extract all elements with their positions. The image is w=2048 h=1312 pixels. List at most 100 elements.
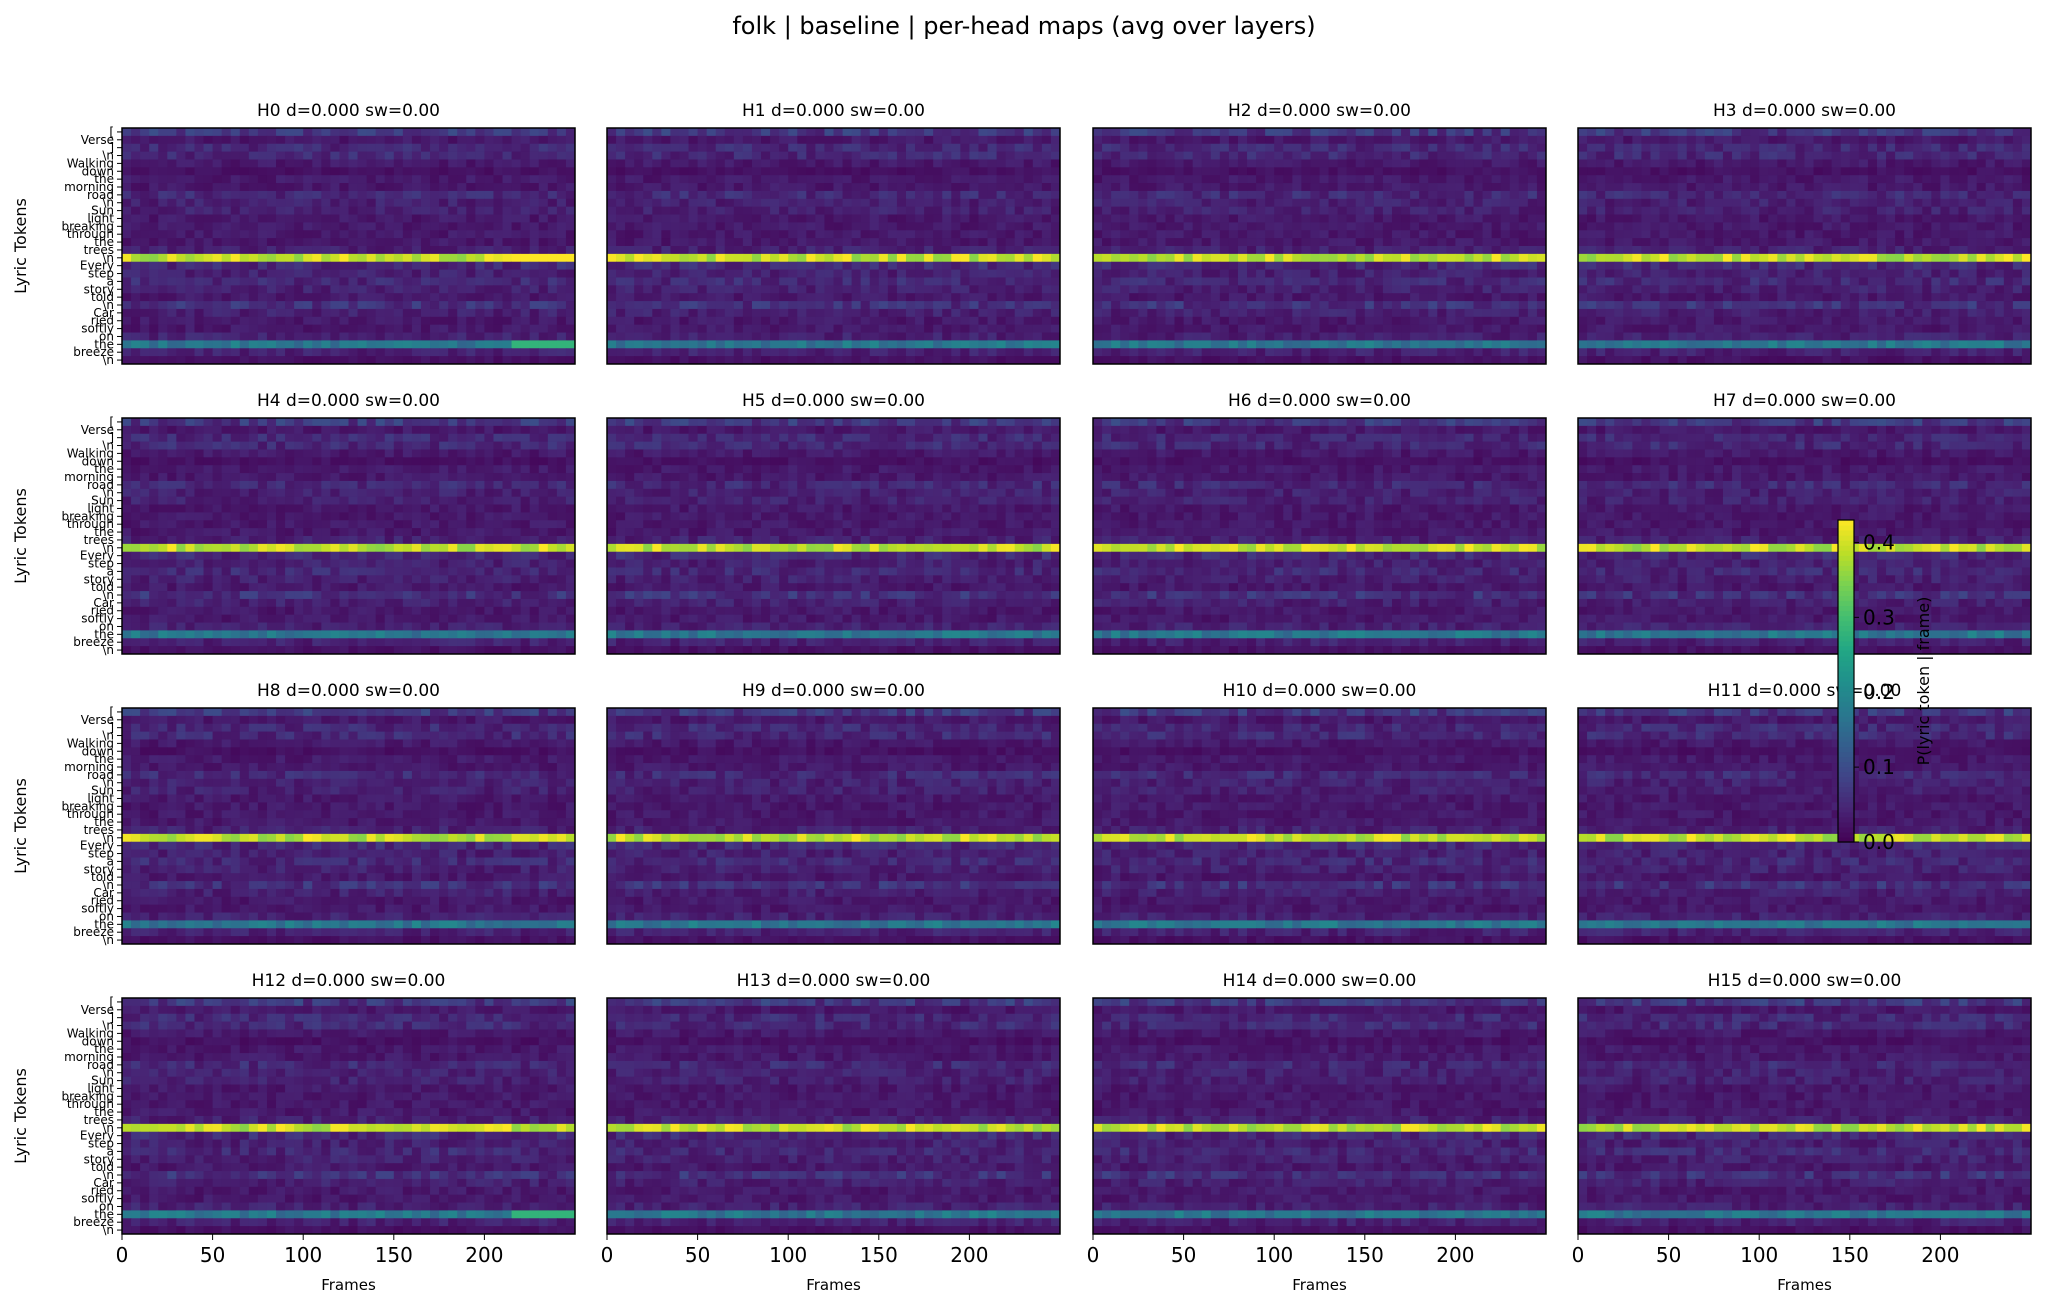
heatmap-row [607, 261, 1061, 270]
heatmap-cell [167, 190, 177, 200]
heatmap-cell [878, 183, 889, 192]
heatmap-cell [230, 238, 241, 247]
heatmap-cell [607, 293, 617, 302]
heatmap-cell [1192, 348, 1203, 357]
heatmap-cell [330, 340, 340, 349]
heatmap-cell [1886, 128, 1896, 137]
heatmap-cell [1500, 135, 1511, 145]
heatmap-cell [1210, 324, 1221, 333]
heatmap-cell [1237, 316, 1248, 325]
heatmap-cell [1410, 143, 1420, 152]
heatmap-cell [221, 135, 232, 145]
heatmap-cell [484, 151, 494, 160]
heatmap-cell [1192, 356, 1203, 365]
heatmap-cell [230, 269, 241, 278]
heatmap-cell [565, 183, 576, 192]
heatmap-cell [1032, 143, 1043, 152]
heatmap-cell [303, 214, 313, 223]
heatmap-cell [1364, 159, 1375, 168]
heatmap-cell [266, 143, 277, 152]
heatmap-cell [176, 324, 186, 333]
heatmap-cell [869, 340, 880, 349]
heatmap-cell [661, 277, 671, 286]
heatmap-cell [1201, 261, 1212, 270]
heatmap-cell [330, 222, 340, 231]
heatmap-cell [493, 316, 503, 325]
heatmap-cell [1419, 135, 1429, 145]
heatmap-cell [679, 206, 689, 215]
heatmap-cell [185, 277, 195, 286]
heatmap-cell [905, 356, 916, 365]
heatmap-cell [924, 222, 934, 231]
heatmap-cell [1382, 230, 1393, 239]
heatmap-cell [339, 238, 349, 247]
heatmap-cell [724, 269, 735, 278]
heatmap-cell [1500, 332, 1511, 341]
heatmap-cell [1641, 128, 1651, 137]
heatmap-cell [697, 308, 708, 318]
heatmap-cell [761, 293, 771, 302]
heatmap-cell [797, 332, 807, 341]
heatmap-cell [969, 183, 979, 192]
heatmap-cell [634, 214, 644, 223]
heatmap-cell [851, 159, 862, 168]
heatmap-cell [1437, 308, 1447, 318]
heatmap-cell [221, 198, 232, 207]
heatmap-cell [915, 159, 925, 168]
heatmap-cell [1473, 198, 1483, 207]
heatmap-cell [1156, 183, 1166, 192]
heatmap-cell [194, 190, 204, 200]
heatmap-cell [1364, 214, 1375, 223]
heatmap-cell [933, 253, 943, 263]
heatmap-cell [1428, 293, 1438, 302]
heatmap-cell [751, 332, 762, 341]
heatmap-cell [1813, 128, 1824, 137]
heatmap-cell [203, 277, 213, 286]
heatmap-cell [1364, 151, 1375, 160]
heatmap-cell [933, 151, 943, 160]
heatmap-cell [1129, 198, 1139, 207]
heatmap-cell [1192, 246, 1203, 255]
heatmap-cell [466, 230, 476, 239]
heatmap-cell [860, 246, 871, 255]
heatmap-cell [565, 277, 576, 286]
heatmap-cell [634, 167, 644, 176]
heatmap-cell [266, 198, 277, 207]
heatmap-cell [1491, 246, 1502, 255]
heatmap-cell [670, 356, 680, 365]
heatmap-cell [538, 190, 549, 200]
heatmap-cell [1518, 206, 1529, 215]
heatmap-cell [987, 277, 997, 286]
heatmap-cell [1201, 214, 1212, 223]
heatmap-row [1093, 135, 1547, 145]
heatmap-cell [520, 348, 531, 357]
heatmap-cell [1473, 183, 1483, 192]
heatmap-cell [475, 159, 485, 168]
heatmap-cell [1310, 348, 1320, 357]
heatmap-cell [1129, 246, 1139, 255]
heatmap-cell [1174, 183, 1184, 192]
heatmap-cell [915, 230, 925, 239]
heatmap-cell [393, 246, 404, 255]
heatmap-cell [643, 128, 653, 137]
heatmap-cell [1446, 356, 1456, 365]
heatmap-cell [951, 316, 961, 325]
heatmap-cell [1219, 222, 1230, 231]
heatmap-cell [1247, 167, 1257, 176]
heatmap-cell [538, 206, 549, 215]
heatmap-cell [833, 198, 843, 207]
heatmap-cell [285, 340, 295, 349]
heatmap-cell [996, 175, 1007, 184]
heatmap-cell [529, 293, 540, 302]
heatmap-cell [996, 183, 1007, 192]
heatmap-cell [869, 261, 880, 270]
heatmap-cell [1319, 277, 1329, 286]
heatmap-cell [1401, 253, 1411, 263]
heatmap-cell [1210, 206, 1221, 215]
heatmap-cell [815, 277, 825, 286]
heatmap-cell [330, 238, 340, 247]
heatmap-cell [1491, 301, 1502, 310]
heatmap-cell [1428, 183, 1438, 192]
heatmap-cell [1328, 206, 1339, 215]
heatmap-cell [1527, 356, 1538, 365]
